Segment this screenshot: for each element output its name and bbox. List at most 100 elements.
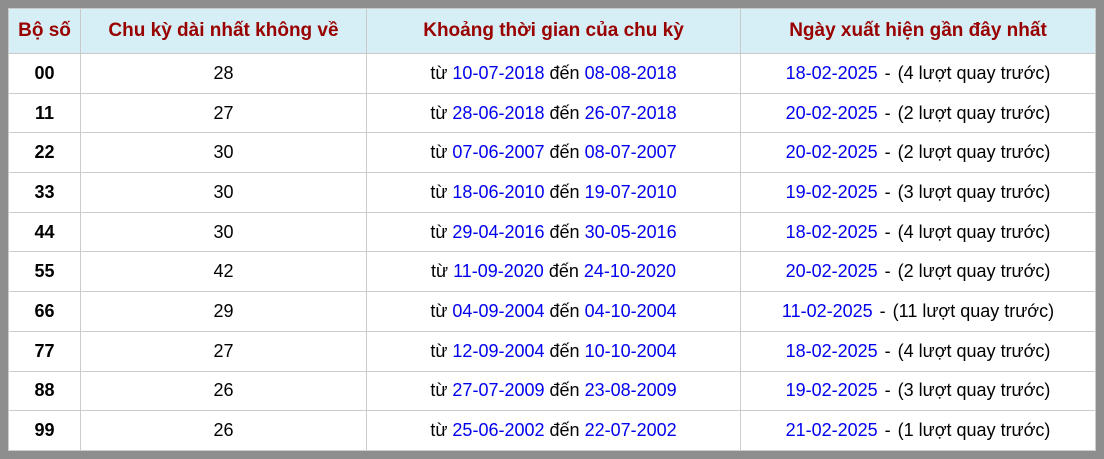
cycle-cell: 28 bbox=[80, 53, 367, 94]
pair-value: 88 bbox=[34, 380, 55, 401]
cycle-end-date-link[interactable]: 30-05-2016 bbox=[584, 221, 677, 242]
to-label: đến bbox=[549, 380, 580, 401]
header-range: Khoảng thời gian của chu kỳ bbox=[366, 8, 741, 54]
to-label: đến bbox=[549, 102, 580, 123]
cycle-end-date-link[interactable]: 08-07-2007 bbox=[584, 142, 677, 163]
pair-value: 11 bbox=[34, 102, 55, 123]
cycle-start-date-link[interactable]: 18-06-2010 bbox=[452, 181, 545, 202]
pair-value: 44 bbox=[34, 221, 55, 242]
header-pair: Bộ số bbox=[8, 8, 81, 54]
to-label: đến bbox=[549, 420, 580, 441]
draws-ago-text: (4 lượt quay trước) bbox=[897, 340, 1051, 361]
to-label: đến bbox=[549, 221, 580, 242]
cycle-cell: 26 bbox=[80, 370, 367, 412]
cycle-cell: 27 bbox=[80, 92, 367, 134]
last-appearance-date-link[interactable]: 20-02-2025 bbox=[785, 142, 878, 163]
cycle-range-cell: từ 04-09-2004 đến 04-10-2004 bbox=[366, 291, 741, 332]
pair-value: 66 bbox=[34, 300, 55, 321]
pair-cell: 11 bbox=[8, 92, 81, 134]
cycle-range-cell: từ 28-06-2018 đến 26-07-2018 bbox=[366, 92, 741, 134]
cycle-start-date-link[interactable]: 27-07-2009 bbox=[452, 380, 545, 401]
cycle-cell: 27 bbox=[80, 330, 367, 372]
pair-cell: 66 bbox=[8, 291, 81, 332]
cycle-start-date-link[interactable]: 07-06-2007 bbox=[452, 142, 545, 163]
table-row: 99 26 từ 25-06-2002 đến 22-07-2002 21-02… bbox=[8, 410, 1096, 451]
separator-dash: - bbox=[884, 420, 891, 441]
draws-ago-text: (3 lượt quay trước) bbox=[897, 181, 1051, 202]
cycle-start-date-link[interactable]: 10-07-2018 bbox=[452, 62, 545, 83]
cycle-start-date-link[interactable]: 04-09-2004 bbox=[452, 300, 545, 321]
draws-ago-text: (2 lượt quay trước) bbox=[897, 261, 1051, 282]
cycle-value: 26 bbox=[213, 380, 234, 401]
cycle-end-date-link[interactable]: 26-07-2018 bbox=[584, 102, 677, 123]
pair-cell: 88 bbox=[8, 370, 81, 412]
pair-cell: 77 bbox=[8, 330, 81, 372]
draws-ago-text: (3 lượt quay trước) bbox=[897, 380, 1051, 401]
pair-cell: 22 bbox=[8, 132, 81, 174]
draws-ago-text: (2 lượt quay trước) bbox=[897, 102, 1051, 123]
pair-value: 77 bbox=[34, 340, 55, 361]
draws-ago-text: (2 lượt quay trước) bbox=[897, 142, 1051, 163]
from-label: từ bbox=[430, 62, 448, 83]
last-appearance-date-link[interactable]: 18-02-2025 bbox=[785, 221, 878, 242]
cycle-end-date-link[interactable]: 19-07-2010 bbox=[584, 181, 677, 202]
last-appearance-cell: 19-02-2025 - (3 lượt quay trước) bbox=[740, 370, 1096, 412]
cycle-start-date-link[interactable]: 25-06-2002 bbox=[452, 420, 545, 441]
from-label: từ bbox=[431, 261, 449, 282]
last-appearance-cell: 20-02-2025 - (2 lượt quay trước) bbox=[740, 92, 1096, 134]
pair-cell: 99 bbox=[8, 410, 81, 451]
separator-dash: - bbox=[884, 261, 891, 282]
cycle-cell: 26 bbox=[80, 410, 367, 451]
cycle-value: 29 bbox=[213, 300, 234, 321]
cycle-value: 42 bbox=[213, 261, 234, 282]
last-appearance-cell: 11-02-2025 - (11 lượt quay trước) bbox=[740, 291, 1096, 332]
cycle-end-date-link[interactable]: 23-08-2009 bbox=[584, 380, 677, 401]
table-row: 66 29 từ 04-09-2004 đến 04-10-2004 11-02… bbox=[8, 291, 1096, 332]
cycle-value: 27 bbox=[213, 340, 234, 361]
cycle-range-cell: từ 07-06-2007 đến 08-07-2007 bbox=[366, 132, 741, 174]
last-appearance-date-link[interactable]: 20-02-2025 bbox=[785, 102, 878, 123]
cycle-range-cell: từ 29-04-2016 đến 30-05-2016 bbox=[366, 211, 741, 253]
cycle-cell: 30 bbox=[80, 132, 367, 174]
cycle-range-cell: từ 25-06-2002 đến 22-07-2002 bbox=[366, 410, 741, 451]
cycle-range-cell: từ 11-09-2020 đến 24-10-2020 bbox=[366, 251, 741, 293]
cycle-end-date-link[interactable]: 10-10-2004 bbox=[584, 340, 677, 361]
separator-dash: - bbox=[884, 221, 891, 242]
last-appearance-date-link[interactable]: 19-02-2025 bbox=[785, 380, 878, 401]
cycle-start-date-link[interactable]: 11-09-2020 bbox=[453, 261, 544, 282]
cycle-end-date-link[interactable]: 08-08-2018 bbox=[584, 62, 677, 83]
cycle-value: 27 bbox=[213, 102, 234, 123]
pair-cell: 00 bbox=[8, 53, 81, 94]
table-row: 77 27 từ 12-09-2004 đến 10-10-2004 18-02… bbox=[8, 330, 1096, 372]
cycle-value: 30 bbox=[213, 221, 234, 242]
cycle-cell: 30 bbox=[80, 211, 367, 253]
cycle-start-date-link[interactable]: 29-04-2016 bbox=[452, 221, 545, 242]
last-appearance-date-link[interactable]: 19-02-2025 bbox=[785, 181, 878, 202]
last-appearance-cell: 18-02-2025 - (4 lượt quay trước) bbox=[740, 211, 1096, 253]
last-appearance-date-link[interactable]: 21-02-2025 bbox=[785, 420, 878, 441]
cycle-value: 30 bbox=[213, 181, 234, 202]
draws-ago-text: (1 lượt quay trước) bbox=[897, 420, 1051, 441]
from-label: từ bbox=[430, 102, 448, 123]
last-appearance-date-link[interactable]: 18-02-2025 bbox=[785, 62, 878, 83]
cycle-end-date-link[interactable]: 04-10-2004 bbox=[584, 300, 677, 321]
pair-value: 55 bbox=[34, 261, 55, 282]
table-body: 00 28 từ 10-07-2018 đến 08-08-2018 18-02… bbox=[8, 53, 1096, 451]
cycle-end-date-link[interactable]: 24-10-2020 bbox=[583, 261, 676, 282]
cycle-start-date-link[interactable]: 28-06-2018 bbox=[452, 102, 545, 123]
last-appearance-cell: 18-02-2025 - (4 lượt quay trước) bbox=[740, 330, 1096, 372]
last-appearance-cell: 21-02-2025 - (1 lượt quay trước) bbox=[740, 410, 1096, 451]
last-appearance-date-link[interactable]: 20-02-2025 bbox=[785, 261, 878, 282]
cycle-cell: 42 bbox=[80, 251, 367, 293]
to-label: đến bbox=[549, 62, 580, 83]
cycle-end-date-link[interactable]: 22-07-2002 bbox=[584, 420, 677, 441]
separator-dash: - bbox=[884, 102, 891, 123]
from-label: từ bbox=[430, 380, 448, 401]
last-appearance-date-link[interactable]: 18-02-2025 bbox=[785, 340, 878, 361]
cycle-value: 28 bbox=[213, 62, 234, 83]
cycle-start-date-link[interactable]: 12-09-2004 bbox=[452, 340, 545, 361]
last-appearance-date-link[interactable]: 11-02-2025 bbox=[781, 300, 873, 321]
pair-cell: 55 bbox=[8, 251, 81, 293]
to-label: đến bbox=[549, 142, 580, 163]
table-row: 55 42 từ 11-09-2020 đến 24-10-2020 20-02… bbox=[8, 251, 1096, 293]
